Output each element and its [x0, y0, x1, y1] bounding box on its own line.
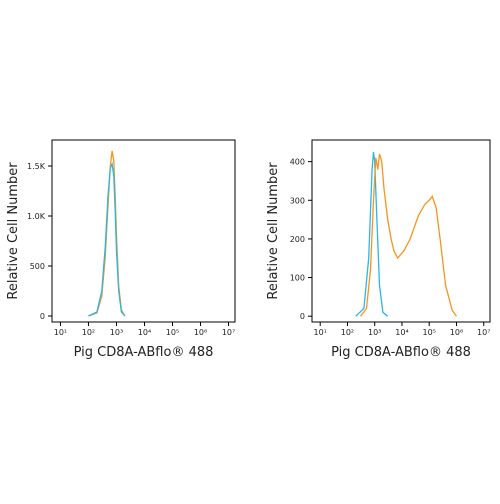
y-tick-label: 300	[290, 196, 305, 205]
plot-frame	[311, 139, 491, 323]
histogram-line	[355, 151, 389, 317]
x-tick-label: 10³	[368, 328, 381, 337]
y-tick-label: 200	[290, 235, 305, 244]
y-tick-label: 1.0K	[27, 212, 46, 221]
x-tick-label: 10⁶	[194, 328, 207, 337]
y-tick-label: 100	[290, 274, 305, 283]
histogram-line	[359, 153, 458, 317]
histogram-line	[88, 161, 126, 317]
y-tick-label: 0	[300, 312, 305, 321]
x-tick-label: 10⁶	[450, 328, 463, 337]
y-tick-label: 500	[30, 262, 45, 271]
y-tick-label: 400	[290, 158, 305, 167]
x-tick-label: 10¹	[54, 328, 67, 337]
y-tick-label: 1.5K	[27, 162, 46, 171]
y-axis-label: Relative Cell Number	[266, 162, 281, 300]
plot-frame	[51, 139, 236, 323]
x-tick-label: 10²	[341, 328, 354, 337]
x-axis-label: Pig CD8A-ABflo® 488	[74, 345, 214, 360]
histogram-line	[88, 150, 126, 317]
x-axis-label: Pig CD8A-ABflo® 488	[331, 345, 471, 360]
x-tick-label: 10⁴	[395, 328, 408, 337]
y-axis-label: Relative Cell Number	[6, 162, 21, 300]
x-tick-label: 10²	[82, 328, 95, 337]
x-tick-label: 10¹	[314, 328, 327, 337]
y-tick-label: 0	[40, 312, 45, 321]
x-tick-label: 10⁵	[166, 328, 179, 337]
x-tick-label: 10⁷	[222, 328, 235, 337]
x-tick-label: 10⁴	[138, 328, 151, 337]
x-tick-label: 10⁵	[423, 328, 436, 337]
x-tick-label: 10³	[110, 328, 123, 337]
x-tick-label: 10⁷	[477, 328, 490, 337]
